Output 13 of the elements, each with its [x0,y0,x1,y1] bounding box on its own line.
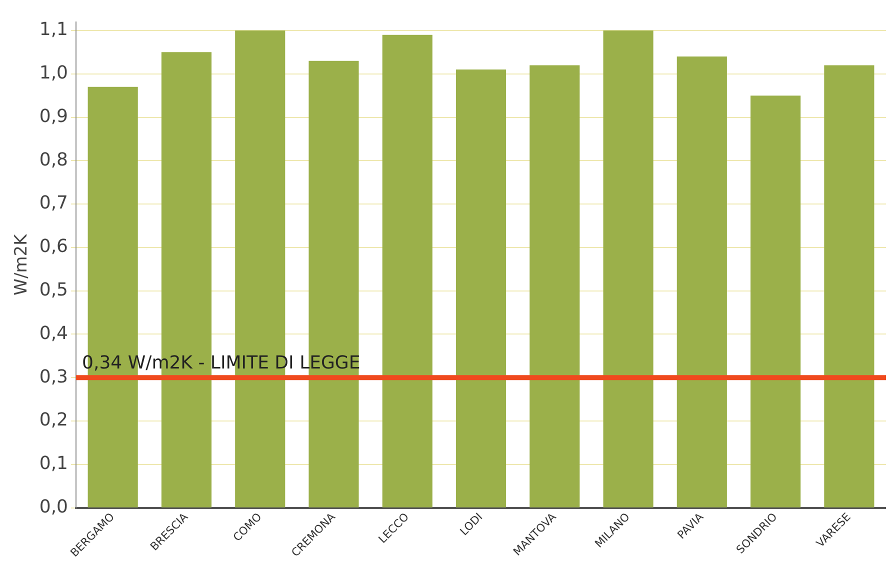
y-tick-label: 0,9 [39,106,68,127]
y-tick-label: 0,8 [39,149,68,170]
y-tick-label: 1,1 [39,19,68,40]
y-tick-label: 0,0 [39,496,68,518]
y-tick-label: 0,3 [39,366,68,388]
y-tick-label: 0,7 [39,192,68,214]
y-axis-title: W/m2K [12,233,32,296]
y-tick-label: 0,2 [39,410,68,431]
y-tick-label: 1,0 [39,62,68,84]
y-tick-label: 0,1 [39,453,68,474]
y-tick-label: 0,6 [39,236,68,258]
y-tick-label: 0,5 [39,280,68,301]
y-tick-label: 0,4 [39,322,68,344]
